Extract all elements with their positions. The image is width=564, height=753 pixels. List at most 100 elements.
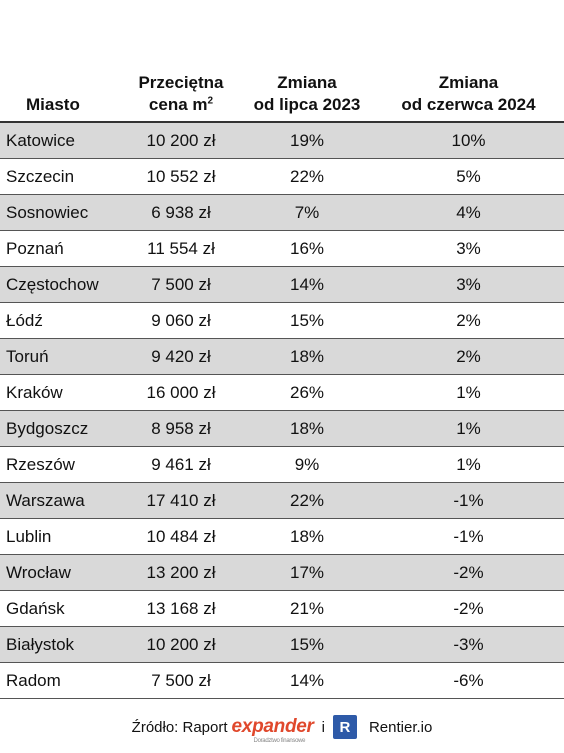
cell-city: Bydgoszcz [0, 410, 121, 447]
cell-change-june: -6% [373, 662, 564, 699]
cell-change-july: 15% [241, 626, 373, 663]
cell-change-july: 22% [241, 482, 373, 519]
cell-change-june: -2% [373, 590, 564, 627]
table-row: Poznań 11 554 zł 16% 3% [0, 230, 564, 267]
cell-city: Lublin [0, 518, 121, 555]
cell-price: 17 410 zł [121, 482, 241, 519]
cell-city: Sosnowiec [0, 194, 121, 231]
cell-price: 10 200 zł [121, 626, 241, 663]
cell-city: Poznań [0, 230, 121, 267]
table-row: Łódź 9 060 zł 15% 2% [0, 302, 564, 339]
cell-price: 13 168 zł [121, 590, 241, 627]
table-body: Katowice 10 200 zł 19% 10% Szczecin 10 552 zł… [0, 121, 564, 699]
price-table-container: Miasto Przeciętna cena m2 Zmiana od lipc… [0, 56, 564, 699]
cell-change-july: 9% [241, 446, 373, 483]
cell-change-july: 18% [241, 518, 373, 555]
column-header-change-july-line1: Zmiana [277, 73, 337, 92]
cell-change-june: 4% [373, 194, 564, 231]
table-row: Lublin 10 484 zł 18% -1% [0, 518, 564, 555]
cell-city: Radom [0, 662, 121, 699]
cell-change-june: 2% [373, 338, 564, 375]
expander-logo-subtext: Doradztwo finansowe [253, 738, 306, 744]
cell-change-june: 10% [373, 121, 564, 159]
column-header-change-july: Zmiana od lipca 2023 [241, 56, 373, 123]
cell-price: 10 200 zł [121, 121, 241, 159]
column-header-change-june-line1: Zmiana [438, 73, 499, 92]
cell-change-july: 14% [241, 662, 373, 699]
cell-change-july: 7% [241, 194, 373, 231]
source-label: Źródło: Raport [131, 718, 228, 736]
cell-price: 9 461 zł [121, 446, 241, 483]
cell-change-june: 2% [373, 302, 564, 339]
column-header-price-superscript: 2 [207, 95, 214, 107]
column-header-change-june: Zmiana od czerwca 2024 [373, 56, 564, 123]
cell-price: 8 958 zł [121, 410, 241, 447]
cell-price: 13 200 zł [121, 554, 241, 591]
cell-change-july: 22% [241, 158, 373, 195]
cell-change-june: 3% [373, 266, 564, 303]
cell-price: 16 000 zł [121, 374, 241, 411]
cell-city: Warszawa [0, 482, 121, 519]
cell-city: Katowice [0, 121, 121, 159]
table-row: Bydgoszcz 8 958 zł 18% 1% [0, 410, 564, 447]
column-header-change-july-line2: od lipca 2023 [253, 95, 361, 114]
table-row: Sosnowiec 6 938 zł 7% 4% [0, 194, 564, 231]
cell-city: Szczecin [0, 158, 121, 195]
cell-city: Kraków [0, 374, 121, 411]
cell-change-july: 17% [241, 554, 373, 591]
cell-city: Toruń [0, 338, 121, 375]
price-table: Miasto Przeciętna cena m2 Zmiana od lipc… [0, 56, 564, 699]
table-row: Wrocław 13 200 zł 17% -2% [0, 554, 564, 591]
column-header-city-label: Miasto [26, 95, 80, 114]
rentier-logo-icon: R [332, 715, 357, 739]
table-row: Rzeszów 9 461 zł 9% 1% [0, 446, 564, 483]
cell-change-june: -2% [373, 554, 564, 591]
table-row: Toruń 9 420 zł 18% 2% [0, 338, 564, 375]
column-header-price-line2: cena m [148, 95, 208, 114]
table-row: Kraków 16 000 zł 26% 1% [0, 374, 564, 411]
cell-city: Częstochow [0, 266, 121, 303]
cell-price: 10 484 zł [121, 518, 241, 555]
cell-change-july: 18% [241, 338, 373, 375]
cell-price: 7 500 zł [121, 266, 241, 303]
table-row: Częstochow 7 500 zł 14% 3% [0, 266, 564, 303]
expander-logo-text: expander [231, 716, 314, 737]
table-row: Warszawa 17 410 zł 22% -1% [0, 482, 564, 519]
cell-change-july: 15% [241, 302, 373, 339]
cell-change-june: -1% [373, 518, 564, 555]
cell-change-june: 3% [373, 230, 564, 267]
cell-price: 10 552 zł [121, 158, 241, 195]
cell-change-july: 21% [241, 590, 373, 627]
cell-change-july: 26% [241, 374, 373, 411]
source-conjunction: i [321, 718, 325, 736]
cell-price: 9 060 zł [121, 302, 241, 339]
cell-price: 6 938 zł [121, 194, 241, 231]
cell-city: Łódź [0, 302, 121, 339]
cell-change-june: 1% [373, 410, 564, 447]
source-footer: Źródło: Raport expander Doradztwo finans… [0, 707, 564, 747]
table-header-row: Miasto Przeciętna cena m2 Zmiana od lipc… [0, 56, 564, 123]
column-header-change-june-line2: od czerwca 2024 [401, 95, 536, 114]
cell-city: Rzeszów [0, 446, 121, 483]
table-row: Radom 7 500 zł 14% -6% [0, 662, 564, 699]
expander-logo: expander Doradztwo finansowe [231, 716, 314, 744]
cell-change-june: -3% [373, 626, 564, 663]
cell-change-june: 1% [373, 446, 564, 483]
table-row: Gdańsk 13 168 zł 21% -2% [0, 590, 564, 627]
cell-city: Białystok [0, 626, 121, 663]
cell-price: 9 420 zł [121, 338, 241, 375]
cell-change-june: 5% [373, 158, 564, 195]
column-header-price: Przeciętna cena m2 [121, 56, 241, 123]
cell-change-july: 16% [241, 230, 373, 267]
column-header-price-line1: Przeciętna [138, 73, 224, 92]
table-row: Katowice 10 200 zł 19% 10% [0, 121, 564, 159]
cell-city: Gdańsk [0, 590, 121, 627]
cell-change-june: -1% [373, 482, 564, 519]
cell-change-june: 1% [373, 374, 564, 411]
column-header-city: Miasto [0, 56, 121, 123]
table-row: Białystok 10 200 zł 15% -3% [0, 626, 564, 663]
rentier-logo-text: Rentier.io [368, 718, 433, 736]
cell-city: Wrocław [0, 554, 121, 591]
cell-price: 11 554 zł [121, 230, 241, 267]
cell-change-july: 14% [241, 266, 373, 303]
